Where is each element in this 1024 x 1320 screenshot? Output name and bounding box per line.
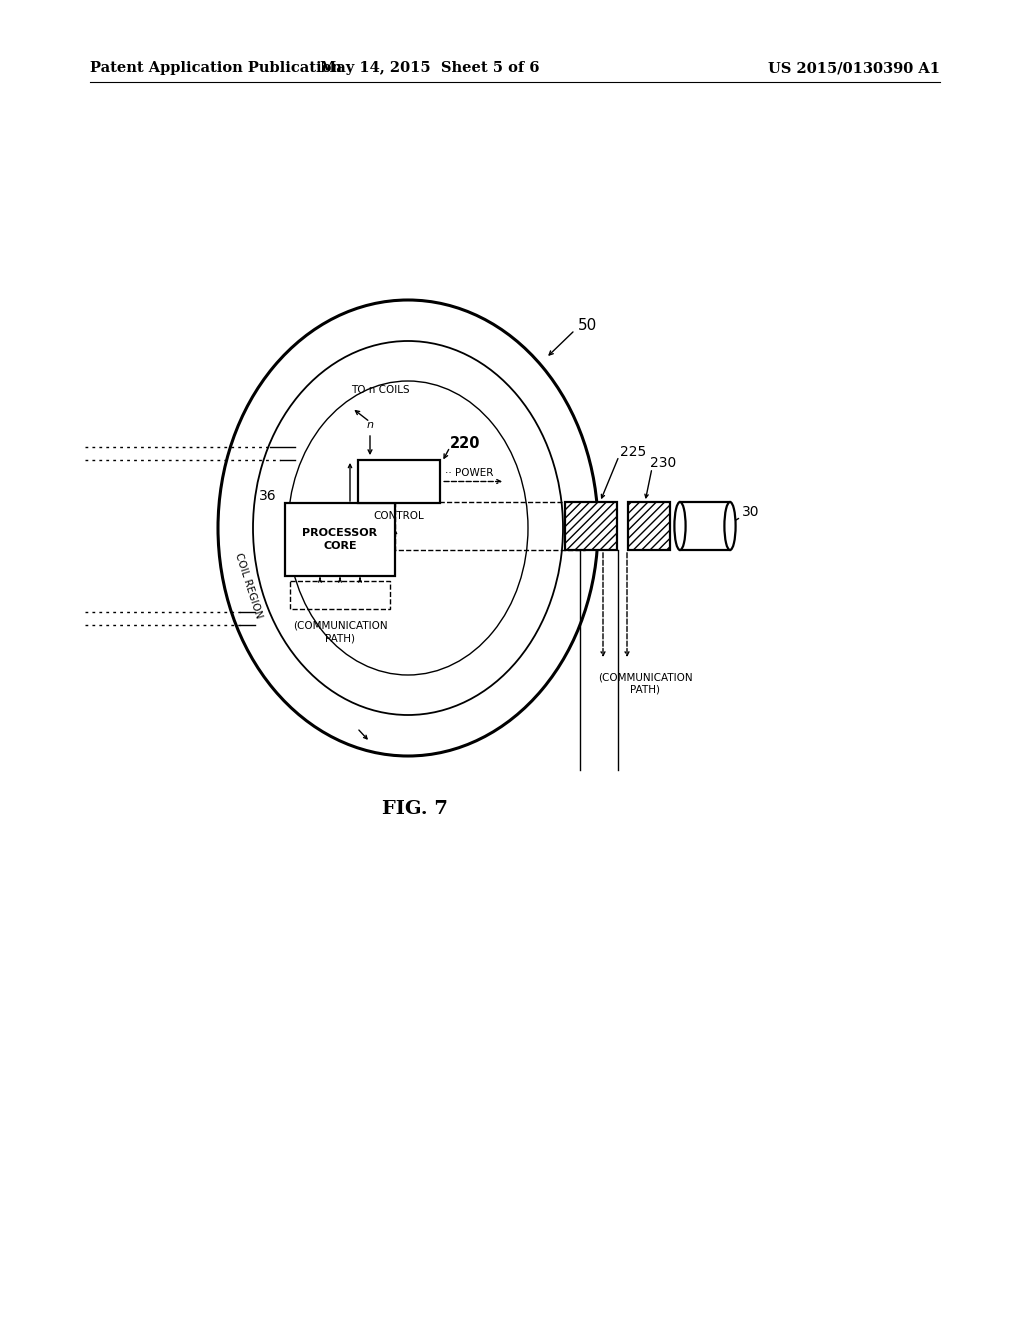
- Text: 230: 230: [650, 455, 676, 470]
- Text: CONTROL: CONTROL: [374, 511, 424, 521]
- Text: 50: 50: [578, 318, 597, 333]
- Ellipse shape: [724, 502, 735, 550]
- Text: TO n COILS: TO n COILS: [350, 385, 410, 395]
- Text: May 14, 2015  Sheet 5 of 6: May 14, 2015 Sheet 5 of 6: [321, 61, 540, 75]
- Text: (COMMUNICATION
PATH): (COMMUNICATION PATH): [598, 672, 692, 694]
- Text: ·· POWER: ·· POWER: [445, 467, 494, 478]
- Text: Patent Application Publication: Patent Application Publication: [90, 61, 342, 75]
- Text: n: n: [367, 420, 374, 430]
- Text: 220: 220: [450, 436, 480, 450]
- FancyBboxPatch shape: [358, 459, 440, 503]
- FancyBboxPatch shape: [628, 502, 670, 550]
- Ellipse shape: [675, 502, 686, 550]
- Text: FIG. 7: FIG. 7: [382, 800, 447, 818]
- Text: 36: 36: [259, 488, 278, 503]
- FancyBboxPatch shape: [565, 502, 617, 550]
- Text: US 2015/0130390 A1: US 2015/0130390 A1: [768, 61, 940, 75]
- Text: 30: 30: [742, 506, 760, 519]
- FancyBboxPatch shape: [285, 503, 395, 576]
- Text: (COMMUNICATION
PATH): (COMMUNICATION PATH): [293, 620, 387, 643]
- Text: COIL REGION: COIL REGION: [232, 552, 263, 620]
- Text: PROCESSOR
CORE: PROCESSOR CORE: [302, 528, 378, 552]
- Text: 225: 225: [620, 445, 646, 459]
